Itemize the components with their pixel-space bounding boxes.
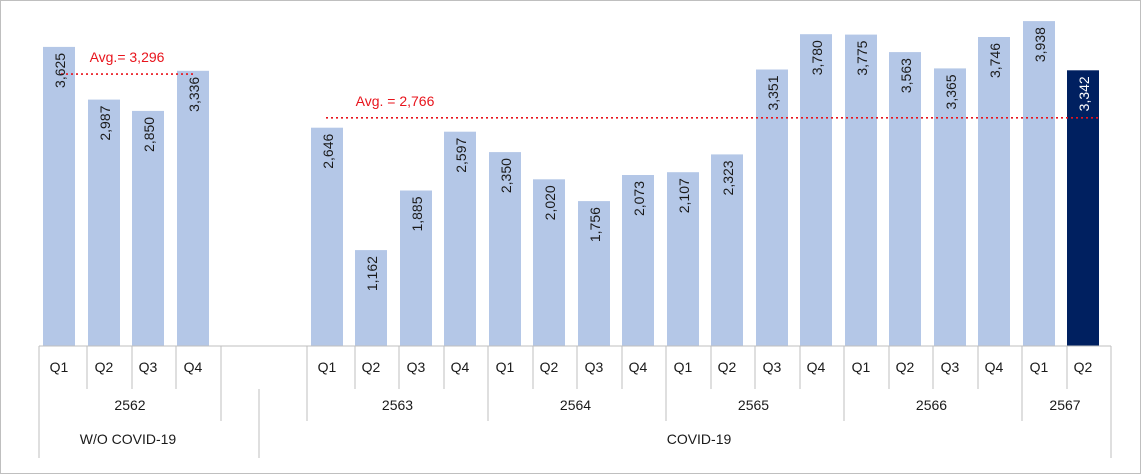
year-label-0: 2562 <box>114 397 145 413</box>
bar-18 <box>934 68 966 347</box>
value-label-10: 1,756 <box>587 207 603 242</box>
bar-16 <box>845 34 877 346</box>
period-label-0: W/O COVID-19 <box>80 431 177 447</box>
category-label-6: Q3 <box>407 359 426 375</box>
value-label-16: 3,775 <box>854 40 870 75</box>
category-label-10: Q3 <box>585 359 604 375</box>
bar-6 <box>400 190 432 346</box>
category-label-9: Q2 <box>540 359 559 375</box>
value-label-12: 2,107 <box>676 178 692 213</box>
category-label-21: Q2 <box>1074 359 1093 375</box>
category-label-11: Q4 <box>629 359 648 375</box>
category-label-7: Q4 <box>451 359 470 375</box>
average-label-1: Avg. = 2,766 <box>356 93 435 109</box>
bar-10 <box>578 201 610 346</box>
value-label-0: 3,625 <box>52 53 68 88</box>
category-label-12: Q1 <box>674 359 693 375</box>
category-label-18: Q3 <box>941 359 960 375</box>
period-label-1: COVID-19 <box>667 431 732 447</box>
value-label-18: 3,365 <box>943 74 959 109</box>
category-label-16: Q1 <box>852 359 871 375</box>
bar-21 <box>1067 70 1099 347</box>
bar-7 <box>444 131 476 346</box>
value-label-21: 3,342 <box>1076 76 1092 111</box>
bar-11 <box>622 175 654 346</box>
bar-17 <box>889 52 921 346</box>
bar-3 <box>177 70 209 347</box>
bar-8 <box>489 152 521 346</box>
category-label-17: Q2 <box>896 359 915 375</box>
bar-4 <box>311 127 343 346</box>
category-label-5: Q2 <box>362 359 381 375</box>
year-label-3: 2565 <box>738 397 769 413</box>
category-label-8: Q1 <box>496 359 515 375</box>
value-label-2: 2,850 <box>141 117 157 152</box>
value-label-15: 3,780 <box>809 40 825 75</box>
category-label-2: Q3 <box>139 359 158 375</box>
bar-0 <box>43 46 75 347</box>
value-label-4: 2,646 <box>320 133 336 168</box>
value-label-14: 3,351 <box>765 75 781 110</box>
bar-1 <box>88 99 120 346</box>
value-label-8: 2,350 <box>498 158 514 193</box>
value-label-13: 2,323 <box>720 160 736 195</box>
bar-14 <box>756 69 788 346</box>
bar-19 <box>978 37 1010 346</box>
year-label-1: 2563 <box>382 397 413 413</box>
year-label-5: 2567 <box>1049 397 1080 413</box>
category-label-0: Q1 <box>50 359 69 375</box>
category-label-19: Q4 <box>985 359 1004 375</box>
value-label-1: 2,987 <box>97 105 113 140</box>
category-label-14: Q3 <box>763 359 782 375</box>
average-label-0: Avg.= 3,296 <box>90 49 165 65</box>
value-label-3: 3,336 <box>186 77 202 112</box>
category-label-1: Q2 <box>95 359 114 375</box>
bar-2 <box>132 110 164 347</box>
value-label-6: 1,885 <box>409 196 425 231</box>
bar-9 <box>533 179 565 346</box>
bar-5 <box>355 250 387 346</box>
category-label-15: Q4 <box>807 359 826 375</box>
category-label-3: Q4 <box>184 359 203 375</box>
year-label-2: 2564 <box>560 397 591 413</box>
year-label-4: 2566 <box>916 397 947 413</box>
bar-13 <box>711 154 743 346</box>
bar-15 <box>800 34 832 346</box>
value-label-19: 3,746 <box>987 43 1003 78</box>
category-label-20: Q1 <box>1030 359 1049 375</box>
value-label-5: 1,162 <box>364 256 380 291</box>
value-label-11: 2,073 <box>631 181 647 216</box>
value-label-17: 3,563 <box>898 58 914 93</box>
category-label-13: Q2 <box>718 359 737 375</box>
value-label-9: 2,020 <box>542 185 558 220</box>
bar-20 <box>1023 21 1055 346</box>
value-label-7: 2,597 <box>453 137 469 172</box>
value-label-20: 3,938 <box>1032 27 1048 62</box>
category-label-4: Q1 <box>318 359 337 375</box>
bar-12 <box>667 172 699 346</box>
